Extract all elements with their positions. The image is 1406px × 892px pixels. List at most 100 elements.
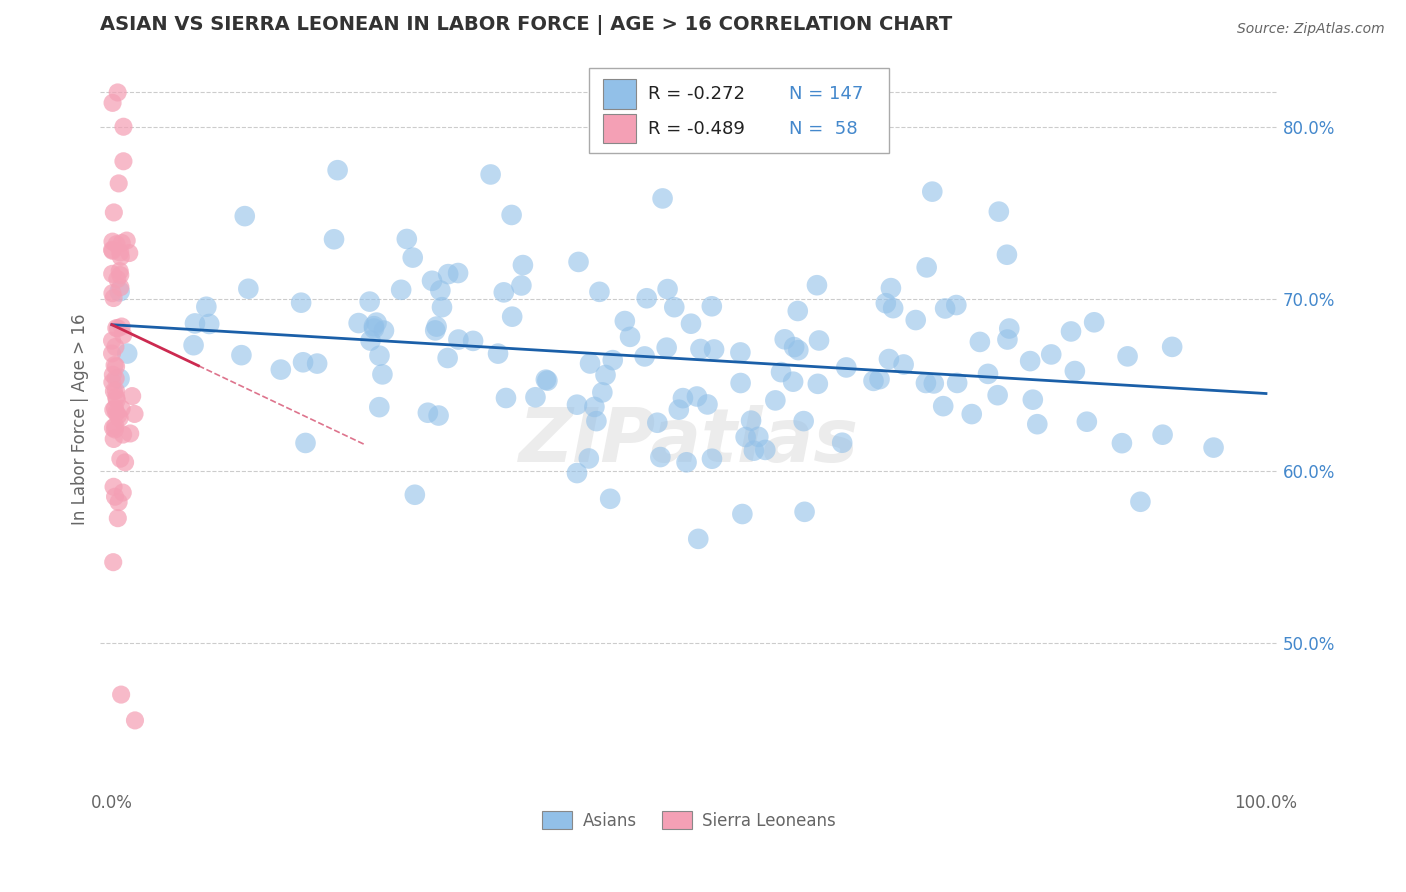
Point — [613, 314, 636, 328]
Point — [430, 300, 453, 314]
Point — [120, 426, 142, 441]
FancyBboxPatch shape — [589, 68, 889, 153]
Text: R = -0.489: R = -0.489 — [648, 120, 745, 137]
Point — [111, 401, 134, 416]
Point — [231, 348, 253, 362]
Point — [915, 260, 938, 275]
Point — [115, 234, 138, 248]
Point — [195, 300, 218, 314]
Point — [111, 235, 134, 250]
Point — [103, 555, 125, 569]
Point — [103, 402, 125, 417]
Point — [987, 388, 1010, 402]
Point — [1116, 350, 1139, 364]
Point — [416, 406, 439, 420]
Point — [664, 300, 686, 314]
Point — [703, 343, 725, 357]
Point — [447, 266, 470, 280]
Point — [104, 384, 127, 398]
Point — [1083, 315, 1105, 329]
Point — [567, 255, 589, 269]
Point — [747, 430, 769, 444]
Point — [869, 372, 891, 386]
Point — [960, 407, 983, 421]
Point — [579, 357, 602, 371]
Point — [111, 319, 134, 334]
Point — [104, 422, 127, 436]
Point — [807, 376, 830, 391]
Point — [103, 205, 125, 219]
Point — [742, 443, 765, 458]
Point — [110, 245, 132, 260]
Point — [786, 304, 808, 318]
Point — [657, 282, 679, 296]
Point — [373, 324, 395, 338]
Point — [486, 346, 509, 360]
Point — [921, 185, 943, 199]
Point — [101, 235, 124, 249]
Point — [110, 688, 132, 702]
Point — [1161, 340, 1184, 354]
Point — [945, 298, 967, 312]
Point — [238, 282, 260, 296]
Point — [754, 442, 776, 457]
Point — [347, 316, 370, 330]
Text: N = 147: N = 147 — [789, 85, 863, 103]
Point — [565, 398, 588, 412]
Point — [101, 286, 124, 301]
Point — [700, 299, 723, 313]
Point — [987, 204, 1010, 219]
Point — [782, 375, 804, 389]
Point — [599, 491, 621, 506]
Point — [363, 321, 385, 335]
Point — [436, 351, 458, 365]
Point — [675, 455, 697, 469]
Point — [995, 248, 1018, 262]
Point — [101, 243, 124, 257]
Y-axis label: In Labor Force | Age > 16: In Labor Force | Age > 16 — [72, 314, 89, 525]
Point — [111, 485, 134, 500]
Point — [101, 421, 124, 435]
Point — [808, 334, 831, 348]
Point — [770, 365, 793, 379]
Point — [588, 285, 610, 299]
Point — [110, 451, 132, 466]
Point — [104, 358, 127, 372]
Point — [105, 272, 128, 286]
Point — [668, 402, 690, 417]
Point — [1060, 325, 1083, 339]
Point — [1076, 415, 1098, 429]
Point — [124, 407, 146, 421]
Point — [183, 338, 205, 352]
Point — [101, 95, 124, 110]
Point — [104, 490, 127, 504]
Point — [730, 345, 752, 359]
Point — [107, 86, 129, 100]
Point — [110, 250, 132, 264]
Point — [501, 310, 523, 324]
Point — [104, 371, 127, 385]
Point — [107, 321, 129, 335]
Point — [105, 392, 128, 407]
Point — [184, 317, 207, 331]
Point — [105, 406, 128, 420]
Point — [730, 376, 752, 390]
Point — [108, 264, 131, 278]
Point — [932, 399, 955, 413]
Point — [773, 332, 796, 346]
Point — [103, 480, 125, 494]
Point — [107, 511, 129, 525]
Point — [461, 334, 484, 348]
Point — [292, 355, 315, 369]
Point — [880, 281, 903, 295]
Point — [636, 291, 658, 305]
Point — [307, 357, 329, 371]
Point — [831, 435, 853, 450]
Point — [368, 400, 391, 414]
Point — [997, 333, 1019, 347]
Text: R = -0.272: R = -0.272 — [648, 85, 745, 103]
Point — [101, 375, 124, 389]
Point — [363, 319, 385, 334]
Point — [882, 301, 904, 315]
Point — [103, 384, 125, 399]
